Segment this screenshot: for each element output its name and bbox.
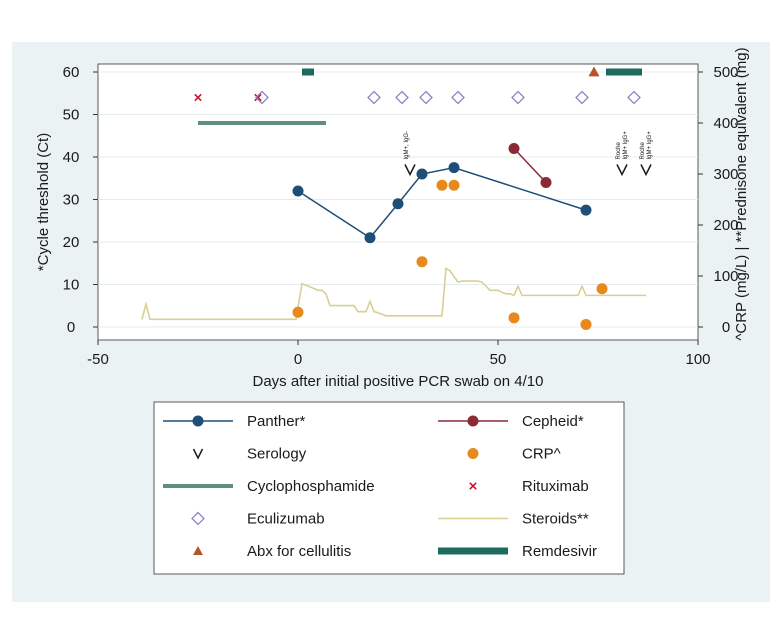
y-tick-label: 50 <box>63 107 80 124</box>
eculizumab-point <box>511 90 525 105</box>
serology-annotation: IgM+ IgG+ <box>647 131 653 160</box>
legend-panther-label: Panther* <box>247 413 306 430</box>
crp-point <box>292 306 304 318</box>
panther-point <box>364 232 376 244</box>
y-tick-label: 30 <box>63 192 80 209</box>
panther-point <box>580 204 592 216</box>
panther-line <box>297 166 587 239</box>
y-right-tick-label: 300 <box>713 166 738 183</box>
legend-serology-label: Serology <box>247 446 307 463</box>
y-tick-label: 10 <box>63 277 80 294</box>
legend-rituximab-marker <box>469 482 477 490</box>
serology-point <box>616 164 628 177</box>
legend-eculizumab-label: Eculizumab <box>247 511 325 528</box>
legend-remdesivir-label: Remdesivir <box>522 543 597 560</box>
eculizumab-point <box>419 90 433 105</box>
legend-cyclophosphamide-label: Cyclophosphamide <box>247 478 375 495</box>
y-right-tick-label: 100 <box>713 268 738 285</box>
y-right-tick-label: 400 <box>713 115 738 132</box>
rituximab-point <box>194 93 202 102</box>
panther-point <box>416 168 428 180</box>
legend-panther-marker <box>192 415 204 427</box>
y-tick-label: 0 <box>67 319 75 336</box>
cepheid-point <box>508 143 520 154</box>
y-tick-label: 20 <box>63 234 80 251</box>
serology-annotation: IgM+ IgG+ <box>623 131 629 160</box>
x-tick-label: 0 <box>294 351 302 368</box>
cepheid-line <box>513 147 547 184</box>
crp-point <box>416 256 428 268</box>
eculizumab-point <box>255 90 269 105</box>
y-tick-label: 40 <box>63 149 80 166</box>
legend-abxforcellulitis-marker <box>193 546 203 555</box>
cepheid-point <box>540 177 552 188</box>
serology-point <box>404 164 416 177</box>
steroids-line <box>141 266 646 321</box>
legend-rituximab-label: Rituximab <box>522 478 589 495</box>
rituximab-point <box>254 93 262 102</box>
panther-point <box>392 198 404 210</box>
legend-steroids-label: Steroids** <box>522 511 589 528</box>
abx-point <box>588 66 600 77</box>
legend-serology-marker <box>192 448 204 460</box>
crp-point <box>448 179 460 191</box>
y-right-axis-label: ^CRP (mg/L) | **Prednisone equivalent (m… <box>733 47 750 340</box>
legend-abxforcellulitis-label: Abx for cellulitis <box>247 543 351 560</box>
y-right-tick-label: 0 <box>722 319 730 336</box>
serology-annotation: IgM+, IgG- <box>404 131 410 160</box>
serology-point <box>640 164 652 177</box>
y-right-tick-label: 200 <box>713 217 738 234</box>
crp-point <box>596 283 608 295</box>
legend-crp-marker <box>467 448 479 459</box>
eculizumab-point <box>575 90 589 105</box>
legend-cepheid-marker <box>467 415 479 427</box>
legend-crp-label: CRP^ <box>522 446 561 463</box>
panther-point <box>448 162 460 174</box>
x-tick-label: 100 <box>685 351 710 368</box>
crp-point <box>580 318 592 330</box>
serology-annotation: Roche <box>640 141 646 159</box>
y-tick-label: 60 <box>63 64 80 81</box>
x-axis-label: Days after initial positive PCR swab on … <box>253 373 544 390</box>
legend-cepheid-label: Cepheid* <box>522 413 584 430</box>
panther-point <box>292 185 304 197</box>
crp-point <box>436 179 448 191</box>
eculizumab-point <box>627 90 641 105</box>
eculizumab-point <box>367 90 381 105</box>
serology-annotation: Roche <box>616 141 622 159</box>
eculizumab-point <box>451 90 465 105</box>
legend-eculizumab-marker <box>191 511 205 526</box>
x-tick-label: -50 <box>87 351 109 368</box>
eculizumab-point <box>395 90 409 105</box>
x-tick-label: 50 <box>490 351 507 368</box>
y-right-tick-label: 500 <box>713 64 738 81</box>
y-axis-label: *Cycle threshold (Ct) <box>35 133 52 271</box>
crp-point <box>508 312 520 324</box>
